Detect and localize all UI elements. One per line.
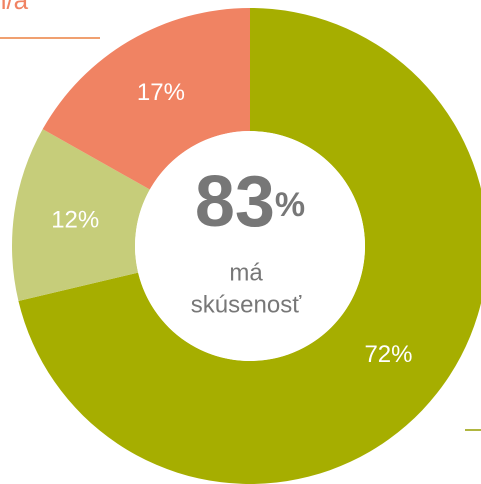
center-text: má (229, 259, 263, 286)
center-unit: % (275, 186, 305, 224)
donut-hole (135, 131, 365, 361)
donut-segment (42, 8, 251, 190)
segment-label: 17% (137, 79, 185, 106)
segment-label: 12% (51, 207, 99, 234)
donut-segment (11, 129, 150, 302)
center-value: 83 (195, 162, 275, 242)
center-figure: 83% (195, 162, 305, 242)
segment-label: 72% (364, 341, 412, 368)
center-text: skúsenosť (191, 291, 302, 318)
donut-segment (18, 8, 481, 484)
header: n/a (0, 0, 29, 15)
